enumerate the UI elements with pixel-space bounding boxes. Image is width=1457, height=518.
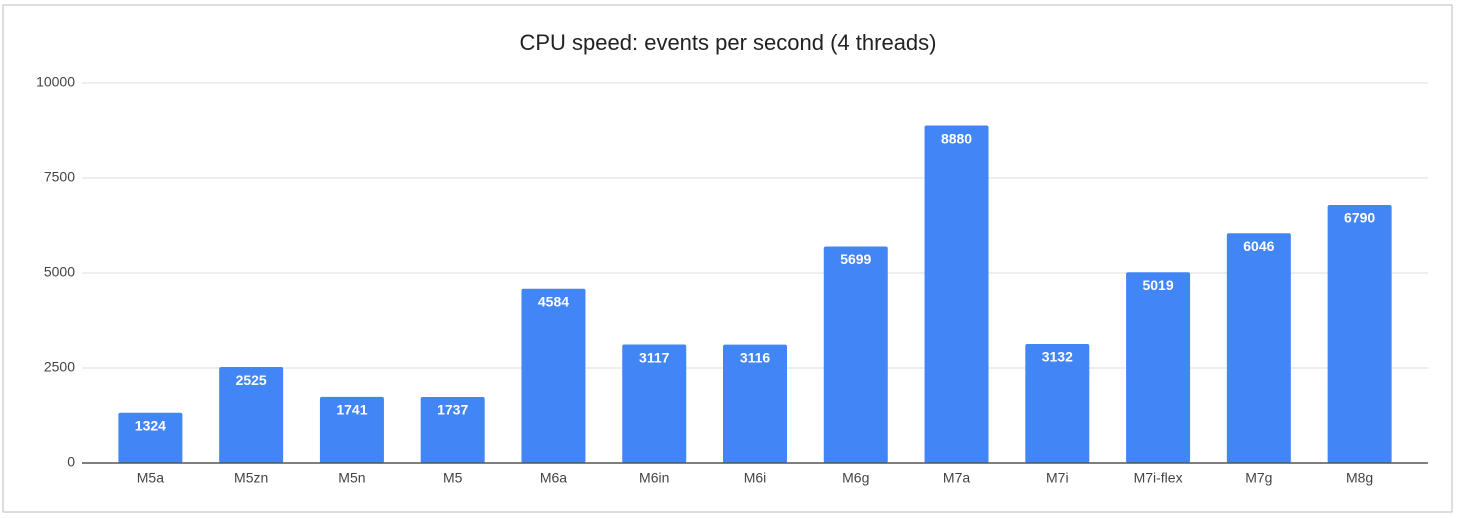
value-label: 6790	[1344, 210, 1375, 226]
y-tick-label: 5000	[44, 264, 75, 280]
value-label: 4584	[538, 294, 569, 310]
x-tick-label: M6in	[639, 470, 669, 486]
value-label: 8880	[941, 130, 972, 146]
x-tick-label: M5a	[137, 470, 164, 486]
bar	[521, 288, 586, 463]
bar	[1226, 233, 1291, 463]
value-label: 5699	[840, 251, 871, 267]
value-label: 3116	[740, 349, 771, 365]
value-label: 3117	[639, 349, 670, 365]
x-tick-label: M6i	[744, 470, 767, 486]
value-label: 1324	[135, 417, 166, 433]
x-tick-label: M7a	[943, 470, 970, 486]
bar	[1327, 204, 1392, 464]
value-label: 5019	[1142, 277, 1173, 293]
bar	[823, 246, 888, 463]
y-tick-label: 10000	[36, 74, 75, 90]
x-tick-label: M5zn	[234, 470, 268, 486]
value-label: 2525	[236, 372, 267, 388]
bar	[1126, 272, 1191, 463]
x-tick-label: M5	[443, 470, 463, 486]
value-label: 1737	[437, 402, 468, 418]
bar	[118, 412, 183, 463]
value-label: 1741	[336, 402, 367, 418]
y-tick-label: 2500	[44, 359, 75, 375]
value-label: 6046	[1243, 238, 1274, 254]
x-tick-label: M6a	[540, 470, 567, 486]
bar	[420, 396, 485, 463]
chart-title: CPU speed: events per second (4 threads)	[519, 30, 936, 55]
x-tick-label: M7g	[1245, 470, 1272, 486]
bar	[1025, 343, 1090, 463]
x-tick-label: M8g	[1346, 470, 1373, 486]
y-tick-label: 0	[67, 454, 75, 470]
bar	[319, 396, 384, 463]
bar	[924, 125, 989, 463]
bar	[723, 344, 787, 463]
bar	[622, 344, 687, 463]
x-tick-label: M5n	[338, 470, 365, 486]
y-tick-label: 7500	[44, 169, 75, 185]
x-tick-label: M7i-flex	[1134, 470, 1183, 486]
bar	[219, 367, 284, 463]
x-tick-label: M6g	[842, 470, 869, 486]
x-tick-label: M7i	[1046, 470, 1069, 486]
value-label: 3132	[1042, 349, 1073, 365]
